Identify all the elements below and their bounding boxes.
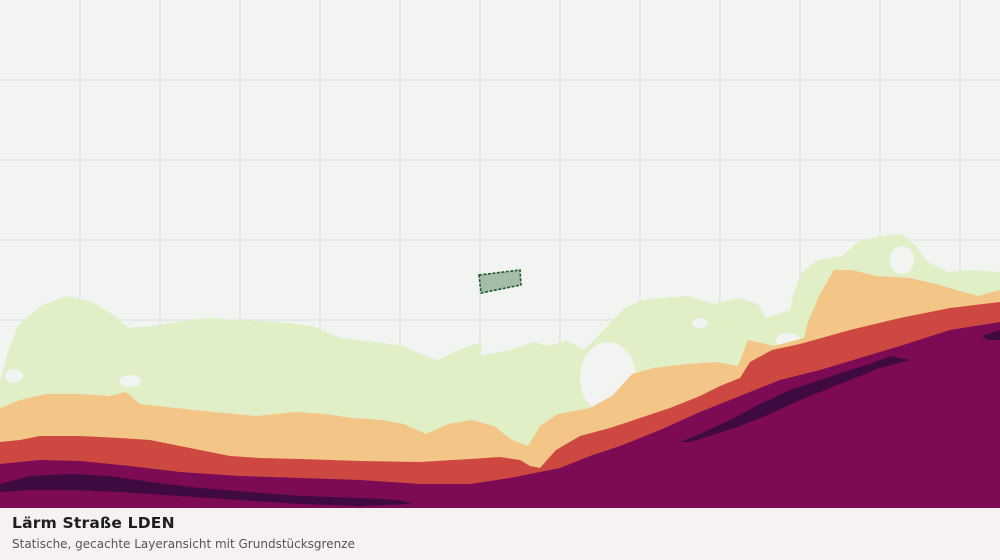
map-title: Lärm Straße LDEN bbox=[12, 514, 175, 532]
noise-band-highest bbox=[0, 474, 412, 506]
map-subtitle: Statische, gecachte Layeransicht mit Gru… bbox=[12, 537, 355, 551]
map-gap bbox=[119, 375, 141, 387]
map-caption: Lärm Straße LDEN Statische, gecachte Lay… bbox=[0, 508, 1000, 560]
noise-band-highest bbox=[982, 330, 1000, 340]
map-gap bbox=[890, 246, 914, 274]
property-parcel[interactable] bbox=[478, 269, 522, 294]
map-gap bbox=[692, 318, 708, 328]
noise-band-highest bbox=[680, 356, 910, 442]
map-gap bbox=[5, 369, 23, 383]
